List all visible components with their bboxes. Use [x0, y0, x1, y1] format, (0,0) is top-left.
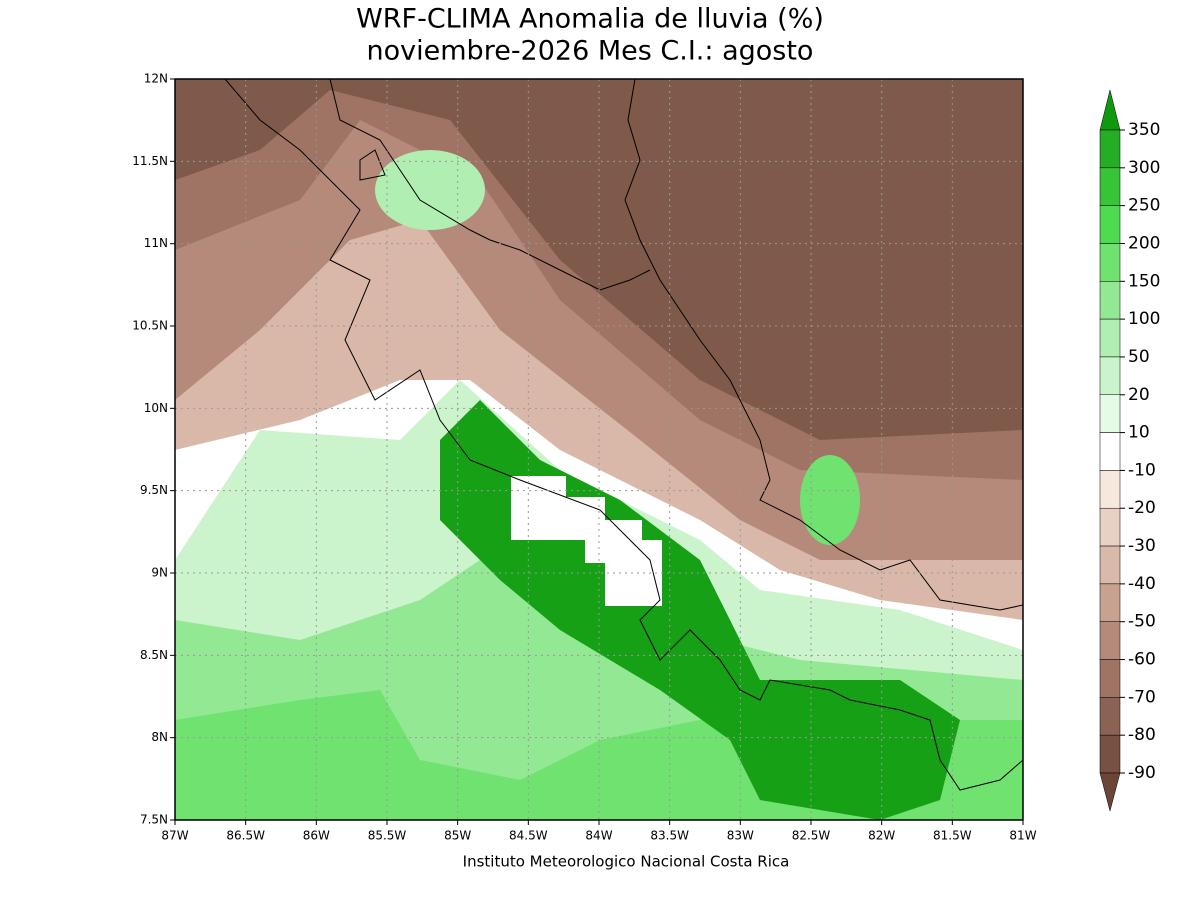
colorbar-swatch: [1099, 697, 1121, 736]
colorbar-label: -10: [1128, 460, 1156, 480]
plot-frame: [174, 78, 1024, 821]
colorbar-label: -90: [1128, 763, 1156, 783]
x-tick-label: 81.5W: [933, 829, 972, 843]
x-tick-label: 86W: [303, 829, 330, 843]
colorbar-label: 50: [1128, 347, 1150, 367]
colorbar-label: 10: [1128, 423, 1150, 443]
colorbar-swatch: [1099, 243, 1121, 282]
colorbar-swatch: [1099, 545, 1121, 585]
colorbar-swatch: [1099, 734, 1121, 774]
x-tick-label: 85W: [444, 829, 471, 843]
colorbar-label: -40: [1128, 574, 1156, 594]
colorbar-swatch: [1099, 205, 1121, 244]
colorbar-swatch: [1099, 583, 1121, 622]
x-tick-label: 81W: [1009, 829, 1036, 843]
colorbar-label: 150: [1128, 271, 1160, 291]
rain-anomaly-field: [175, 79, 1023, 820]
y-tick-label: 9N: [151, 566, 168, 580]
x-tick-label: 82.5W: [792, 829, 831, 843]
colorbar-label: -70: [1128, 687, 1156, 707]
x-tick-label: 86.5W: [226, 829, 265, 843]
colorbar-swatch: [1099, 167, 1121, 206]
x-tick-label: 85.5W: [368, 829, 407, 843]
y-tick-label: 8.5N: [140, 648, 168, 662]
grid: 87W 86.5W 86W 85.5W 85W 84.5W 84W 83.5W 83W 82.5W…: [132, 72, 1036, 843]
colorbar-label: 20: [1128, 385, 1150, 405]
y-tick-label: 10.5N: [132, 319, 168, 333]
x-tick-label: 83.5W: [650, 829, 689, 843]
y-tick-label: 12N: [144, 72, 168, 86]
colorbar-swatch: [1099, 318, 1121, 358]
colorbar-label: -80: [1128, 725, 1156, 745]
subtitle: noviembre-2026 Mes C.I.: agosto: [367, 36, 814, 67]
colorbar-label: 100: [1128, 309, 1160, 329]
colorbar-swatch: [1099, 432, 1121, 471]
y-tick-label: 11N: [144, 236, 168, 250]
colorbar-label: -50: [1128, 612, 1156, 632]
footer: Instituto Meteorologico Nacional Costa R…: [463, 853, 790, 871]
colorbar-label: 250: [1128, 196, 1160, 216]
y-tick-label: 8N: [151, 730, 168, 744]
colorbar-swatch: [1099, 659, 1121, 698]
colorbar-arrow-top: [1099, 89, 1121, 131]
colorbar-swatch: [1099, 356, 1121, 396]
colorbar-label: 300: [1128, 158, 1160, 178]
colorbar: 350 300 250 200 150 100 50 20 10 -10 -20 -30 -40 -50 -…: [1099, 89, 1160, 812]
colorbar-swatch: [1099, 281, 1121, 320]
y-tick-label: 10N: [144, 401, 168, 415]
colorbar-label: 200: [1128, 233, 1160, 253]
colorbar-label: 350: [1128, 120, 1160, 140]
colorbar-label: -20: [1128, 498, 1156, 518]
y-tick-label: 11.5N: [132, 154, 168, 168]
colorbar-arrow-bottom: [1099, 772, 1121, 812]
colorbar-label: -30: [1128, 536, 1156, 556]
x-tick-label: 84W: [585, 829, 612, 843]
x-tick-label: 84.5W: [509, 829, 548, 843]
colorbar-swatch: [1099, 621, 1121, 660]
x-tick-label: 87W: [161, 829, 188, 843]
x-tick-label: 82W: [868, 829, 895, 843]
colorbar-label: -60: [1128, 650, 1156, 670]
colorbar-swatch: [1099, 507, 1121, 547]
x-tick-label: 83W: [727, 829, 754, 843]
colorbar-swatch: [1099, 394, 1121, 433]
colorbar-swatch: [1099, 129, 1121, 169]
y-tick-label: 9.5N: [140, 483, 168, 497]
colorbar-swatch: [1099, 470, 1121, 509]
title: WRF-CLIMA Anomalia de lluvia (%): [356, 4, 824, 35]
y-tick-label: 7.5N: [140, 813, 168, 827]
